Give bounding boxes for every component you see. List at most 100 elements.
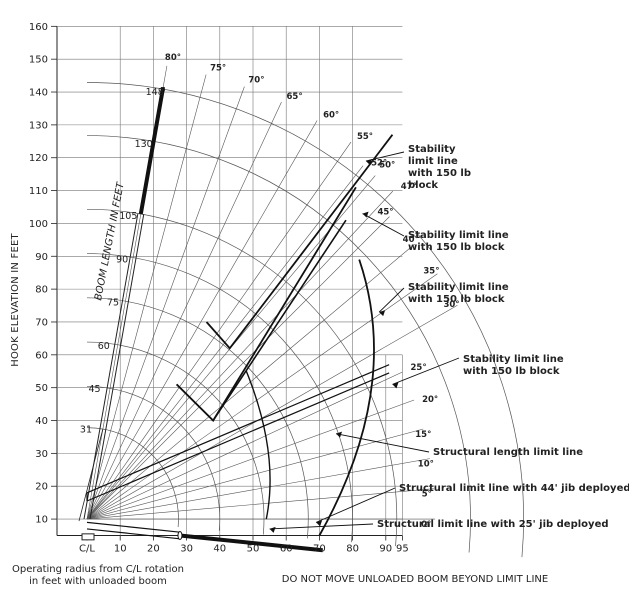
- stability-limit-inner: [245, 370, 271, 520]
- boom-angle-ray: [86, 74, 207, 520]
- boom-angle-label: 70°: [248, 76, 264, 86]
- stability-limit-52: [205, 134, 394, 350]
- stability-limit-outer: [318, 259, 375, 536]
- boom-length-label: 105: [119, 211, 137, 222]
- boom-angle-rays: [86, 65, 458, 520]
- boom-angle-ray: [86, 120, 318, 520]
- boom-length-arc: [86, 297, 309, 539]
- callout-arrowhead: [316, 520, 323, 527]
- x-tick-label: 40: [213, 544, 226, 555]
- boom-angle-ray: [86, 141, 352, 520]
- boom-angle-label: 75°: [210, 64, 226, 74]
- boom-angle-label: 47°: [401, 182, 417, 192]
- boom-angle-label: 55°: [357, 132, 373, 142]
- boom-angle-label: 35°: [423, 267, 439, 277]
- boom-length-arc: [86, 253, 353, 543]
- y-tick-label: 50: [35, 383, 48, 394]
- callout-label-6: Structural limit line with 44' jib deplo…: [399, 483, 629, 494]
- footer-warning: DO NOT MOVE UNLOADED BOOM BEYOND LIMIT L…: [282, 574, 548, 585]
- y-tick-label: 90: [35, 252, 48, 263]
- jib-line-lower: [86, 528, 181, 540]
- x-tick-label: 50: [247, 544, 260, 555]
- limit-lines: [78, 87, 394, 553]
- boom-angle-label: 80°: [165, 53, 181, 63]
- boom-angle-ray: [86, 458, 430, 520]
- boom-angle-label: 40°: [403, 235, 419, 245]
- callout-leader: [335, 433, 430, 453]
- boom-angle-ray: [86, 428, 424, 520]
- jib-line-upper: [86, 521, 181, 533]
- callout-label-7: Structural limit line with 25' jib deplo…: [377, 519, 609, 530]
- boom-angle-ray: [86, 273, 438, 520]
- boom-angle-label: 5°: [422, 490, 432, 500]
- jib-pivot: [177, 531, 183, 540]
- x-tick-label: 60: [280, 544, 293, 555]
- boom-angle-label: 65°: [286, 92, 302, 102]
- boom-length-arc: [86, 208, 398, 547]
- boom-length-axis-title: BOOM LENGTH IN FEET: [93, 181, 127, 302]
- y-tick-label: 40: [35, 416, 48, 427]
- y-axis-title: HOOK ELEVATION IN FEET: [10, 233, 21, 367]
- boom-length-arc: [86, 82, 524, 558]
- y-tick-label: 100: [29, 219, 48, 230]
- boom-angle-ray: [86, 101, 282, 520]
- boom-length-arc: [86, 385, 221, 531]
- boom-angle-label: 20°: [422, 395, 438, 405]
- callout-arrowhead: [269, 526, 276, 533]
- chart-labels: 10 20 30 40 50 60 70 80 90 100 110 120 130 140 150 160 C…: [10, 22, 629, 587]
- boom-angle-label: 10°: [418, 460, 434, 470]
- boom-angle-ray: [86, 86, 245, 520]
- callout-arrowhead: [392, 382, 399, 389]
- y-tick-label: 80: [35, 285, 48, 296]
- callout-arrowhead: [336, 431, 342, 438]
- boom-angle-ray: [86, 216, 390, 520]
- boom-length-label: 130: [135, 139, 153, 150]
- boom-angle-label: 15°: [415, 430, 431, 440]
- x-tick-label: 70: [313, 544, 326, 555]
- boom-length-label: 60: [98, 341, 110, 352]
- boom-brace: [78, 428, 104, 522]
- jib-25-limit: [179, 533, 323, 553]
- callout-arrowhead: [362, 211, 369, 218]
- boom-angle-label: 25°: [410, 363, 426, 373]
- callout-arrowhead: [365, 159, 372, 166]
- y-tick-label: 60: [35, 350, 48, 361]
- callout-label-4: Stability limit line with 150 lb block: [463, 354, 564, 377]
- y-tick-label: 150: [29, 55, 48, 66]
- callout-leader: [315, 487, 396, 523]
- boom-length-label: 45: [89, 384, 101, 395]
- y-tick-label: 70: [35, 317, 48, 328]
- boom-length-label: 31: [80, 425, 92, 436]
- boom-angle-label: 52°: [371, 159, 387, 169]
- callout-leader: [365, 151, 405, 162]
- boom-angle-ray: [86, 399, 415, 520]
- y-tick-label: 140: [29, 88, 48, 99]
- boom-angle-ray: [86, 304, 458, 520]
- x-tick-label: 20: [147, 544, 160, 555]
- callout-arrowhead: [379, 310, 386, 317]
- callout-label-2: Stability limit line with 150 lb block: [408, 230, 509, 253]
- boom-angle-label: 30°: [443, 300, 459, 310]
- upper-boom-section: [138, 88, 165, 215]
- boom-base: [81, 533, 95, 541]
- stability-limit-47: [176, 219, 347, 422]
- boom-angle-label: 45°: [377, 208, 393, 218]
- callout-label-1: Stability limit line with 150 lb block: [408, 144, 471, 191]
- x-tick-label: 30: [180, 544, 193, 555]
- boom-length-arc: [86, 427, 179, 528]
- boom-angle-label: 0°: [421, 520, 431, 530]
- boom-angle-label: 50°: [379, 161, 395, 171]
- x-axis-note: Operating radius from C/L rotation in fee…: [12, 564, 184, 587]
- structural-length-limit: [86, 372, 390, 502]
- callout-leader: [378, 287, 405, 313]
- y-tick-label: 30: [35, 449, 48, 460]
- y-tick-label: 10: [35, 515, 48, 526]
- boom-angle-ray: [86, 190, 394, 520]
- boom-length-label: 75: [107, 298, 119, 309]
- boom-length-label: 148: [146, 87, 164, 98]
- y-tick-label: 160: [29, 22, 48, 33]
- callout-leader: [362, 213, 405, 237]
- x-tick-label: C/L: [79, 544, 95, 555]
- callout-leader: [269, 523, 374, 530]
